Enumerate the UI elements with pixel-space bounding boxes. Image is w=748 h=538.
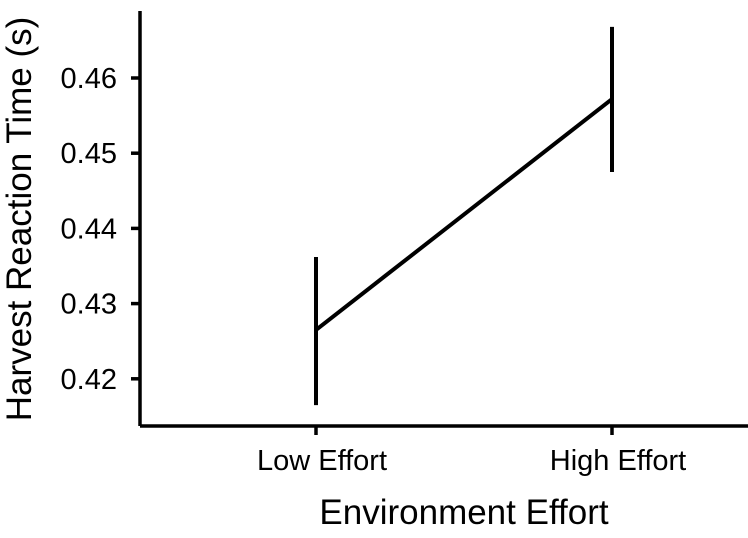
y-ticks: 0.42 0.43 0.44 0.45 0.46	[61, 63, 140, 396]
series-group	[314, 26, 614, 406]
y-tick-label: 0.46	[61, 63, 117, 95]
x-tick-label: Low Effort	[257, 445, 387, 477]
x-tick-label: High Effort	[550, 445, 686, 477]
x-axis-title: Environment Effort	[319, 493, 608, 532]
y-tick-label: 0.45	[61, 138, 117, 170]
y-axis-title: Harvest Reaction Time (s)	[0, 17, 39, 422]
y-tick-label: 0.44	[61, 213, 117, 245]
y-tick-label: 0.43	[61, 289, 117, 321]
y-tick-label: 0.42	[61, 364, 117, 396]
series-line	[314, 97, 614, 332]
x-ticks: Low Effort High Effort	[257, 426, 686, 477]
